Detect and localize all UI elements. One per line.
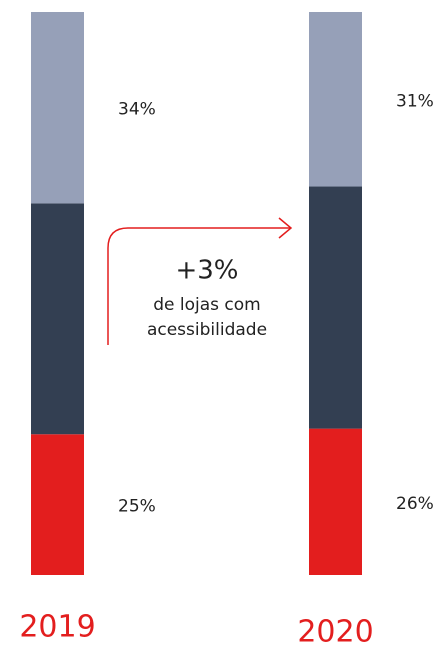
arrow-head — [278, 217, 293, 239]
value-label: 31% — [396, 91, 434, 111]
x-tick-label: 2020 — [297, 615, 373, 645]
value-label: 26% — [396, 494, 434, 514]
bar-segment — [31, 203, 84, 435]
annotation-line: de lojas com — [153, 295, 261, 315]
bar-segment — [31, 12, 84, 204]
bar-segment — [309, 186, 362, 429]
annotation-line: acessibilidade — [147, 320, 267, 340]
x-tick-label: 2019 — [19, 610, 95, 645]
bar-segment — [309, 12, 362, 187]
value-label: 25% — [118, 497, 156, 517]
bar-segment — [309, 428, 362, 575]
value-label: 34% — [118, 100, 156, 120]
annotation-headline: +3% — [175, 256, 238, 286]
trend-arrow — [107, 227, 290, 345]
bar-segment — [31, 434, 84, 575]
